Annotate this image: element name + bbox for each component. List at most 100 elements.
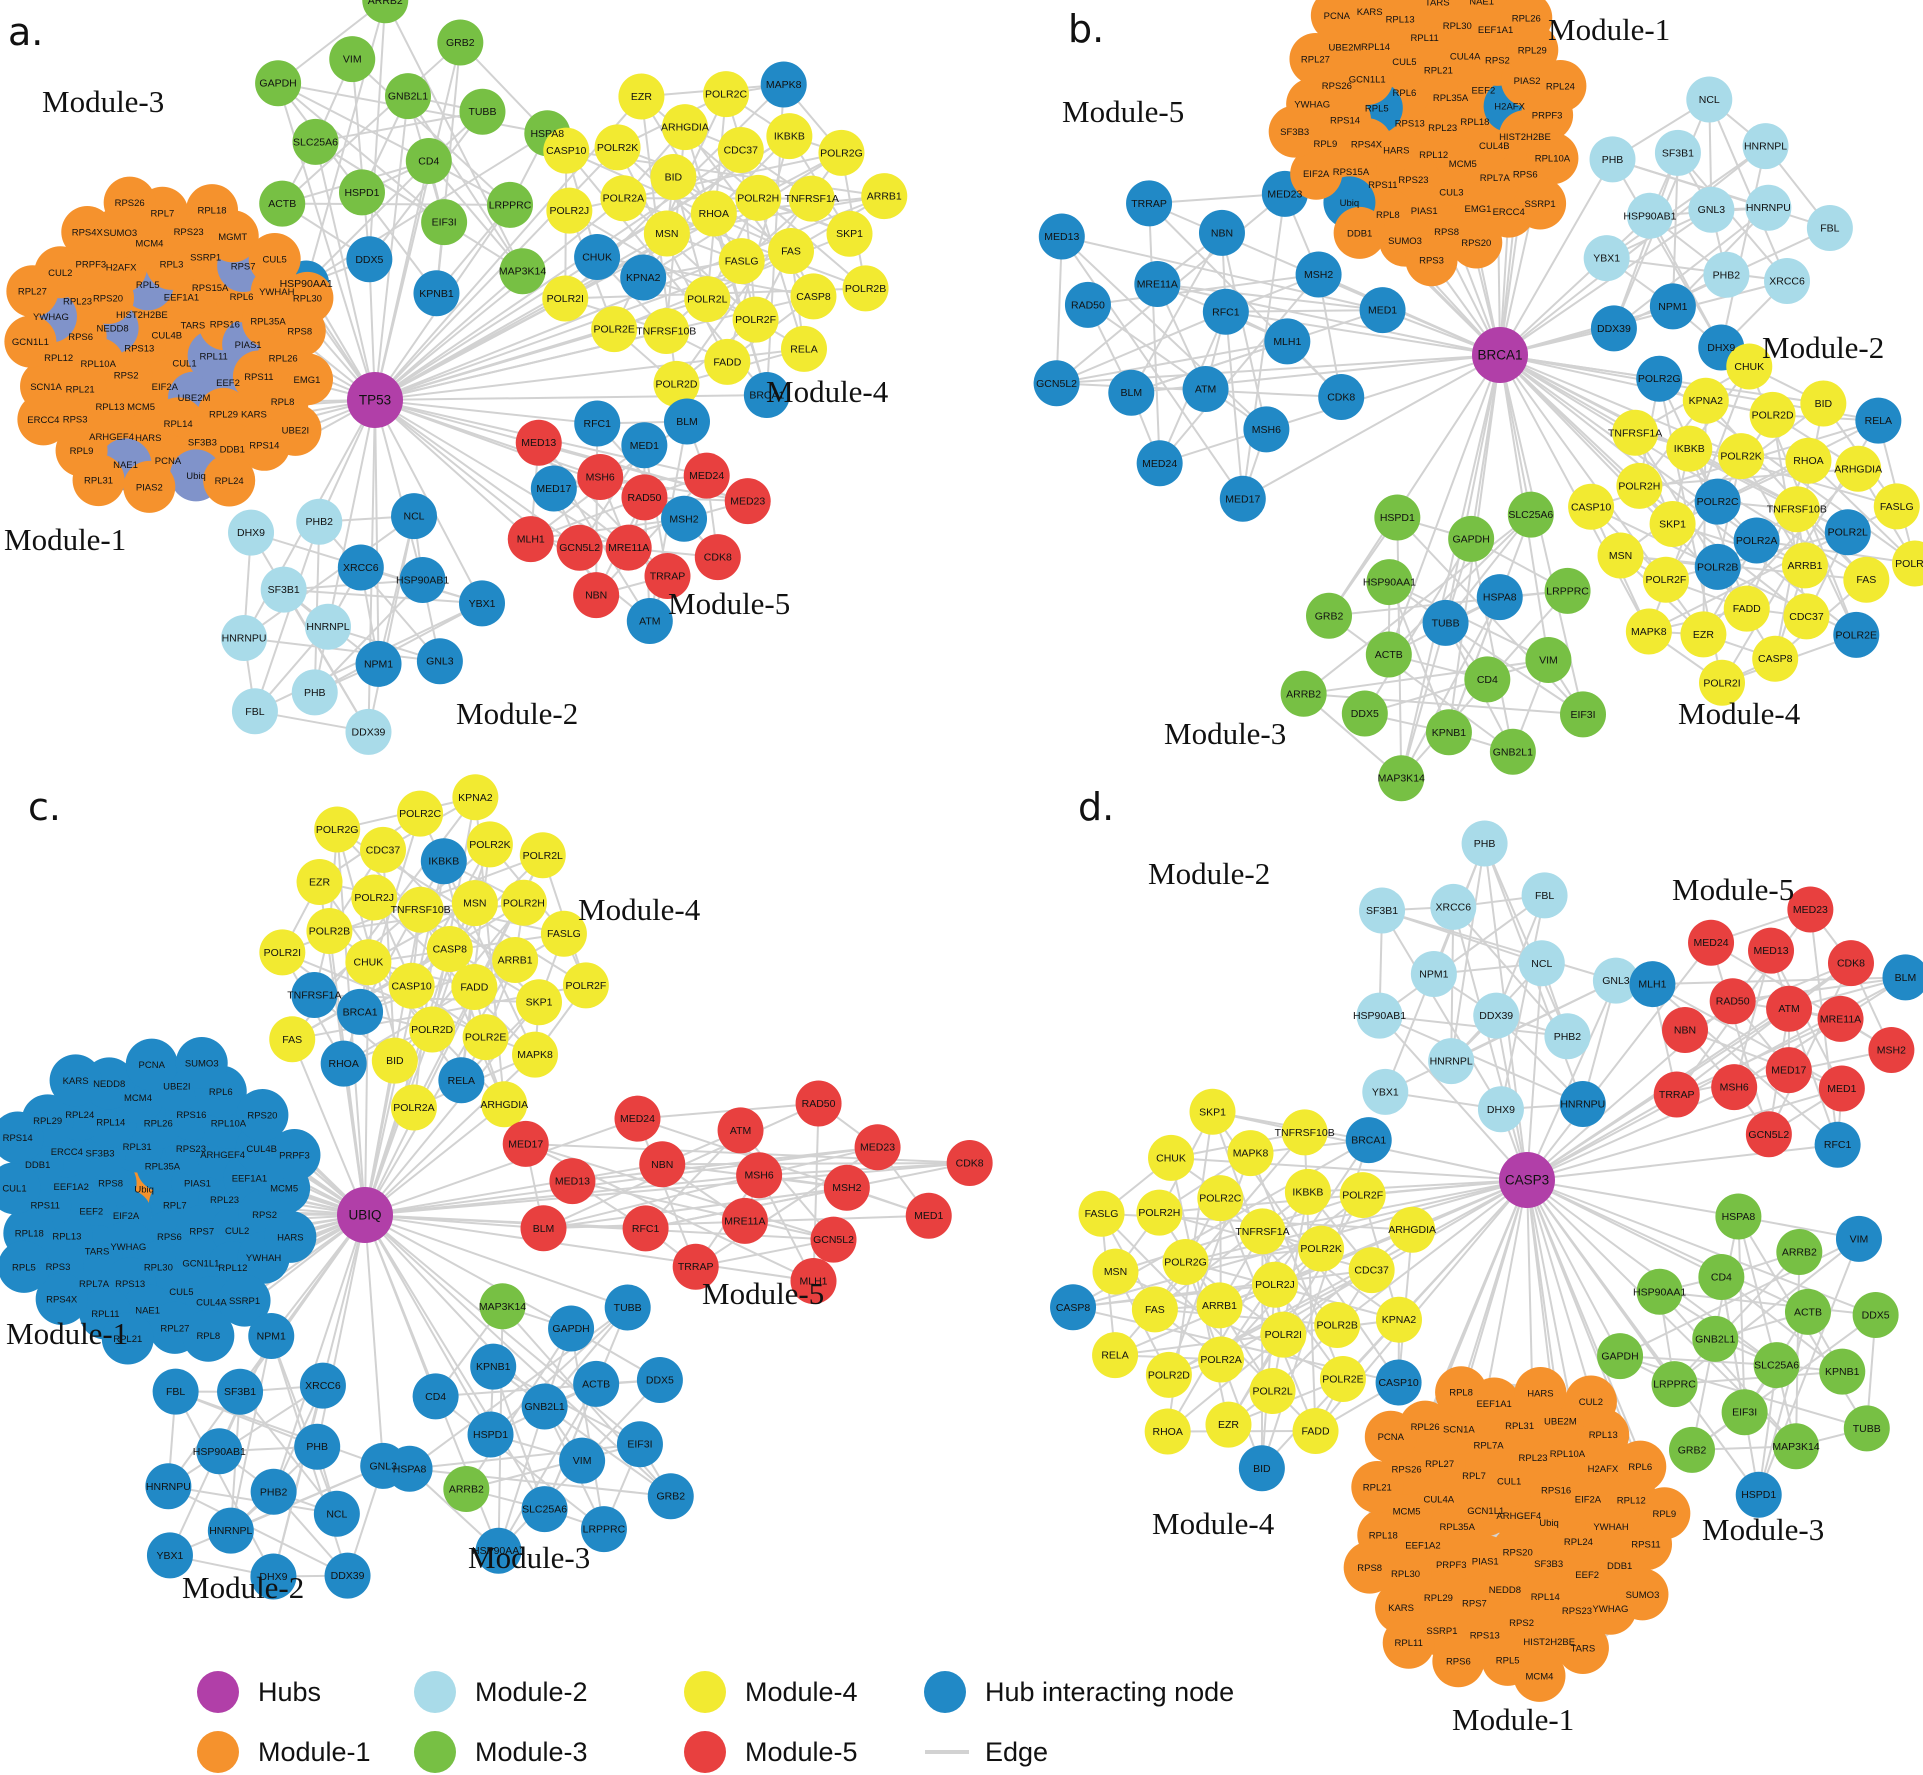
module-label: Module-1 xyxy=(6,1316,128,1351)
hub-edge xyxy=(364,1001,540,1216)
network-node xyxy=(1766,985,1813,1032)
hub-edge xyxy=(1499,145,1767,356)
network-node xyxy=(4,315,57,368)
network-node xyxy=(644,553,691,600)
edge xyxy=(1364,658,1549,715)
network-node xyxy=(123,460,176,513)
network-node xyxy=(1590,305,1637,352)
network-node xyxy=(1638,1487,1691,1540)
hub-edge xyxy=(374,394,767,401)
panel-c: c.CASP8CASP10TNFRSF10BFADDCHUKMSNPOLR2DP… xyxy=(0,774,993,1605)
hub-edge xyxy=(374,270,524,401)
hub-edge xyxy=(1526,1179,1722,1278)
edge xyxy=(572,1180,834,1241)
hub-edge xyxy=(1262,1179,1528,1233)
network-node xyxy=(1703,251,1750,298)
network-node xyxy=(618,73,665,120)
edge xyxy=(1219,1197,1317,1432)
network-node xyxy=(1432,1635,1485,1688)
edge xyxy=(243,515,415,639)
network-node xyxy=(452,774,499,821)
network-node xyxy=(1386,0,1432,13)
network-node xyxy=(788,175,835,222)
module-label: Module-3 xyxy=(468,1540,590,1575)
network-node xyxy=(269,1016,316,1063)
edge xyxy=(1447,514,1532,733)
network-node xyxy=(1198,209,1245,256)
network-node xyxy=(294,1423,341,1470)
network-node xyxy=(1718,433,1765,480)
edge xyxy=(489,1306,629,1436)
network-node xyxy=(1260,1311,1307,1358)
network-node xyxy=(1405,234,1458,287)
network-node xyxy=(1464,656,1511,703)
network-node xyxy=(1197,1175,1244,1222)
network-node xyxy=(250,1553,297,1600)
network-node xyxy=(1526,132,1579,185)
edge xyxy=(1400,596,1501,779)
network-node xyxy=(292,118,339,165)
edge xyxy=(1606,145,1767,259)
network-node xyxy=(704,338,751,385)
network-node xyxy=(1745,1111,1792,1158)
hub-edge xyxy=(374,399,380,664)
network-node xyxy=(717,1107,764,1154)
hub-edge xyxy=(1185,1179,1528,1263)
network-node xyxy=(0,1162,41,1215)
network-node xyxy=(1783,593,1830,640)
hub-edge xyxy=(1499,215,1651,356)
network-node xyxy=(1781,542,1828,589)
network-node xyxy=(591,306,638,353)
network-node xyxy=(521,1486,568,1533)
network-node xyxy=(1636,355,1683,402)
network-node xyxy=(1238,1445,1285,1492)
network-node xyxy=(1525,636,1572,683)
network-node xyxy=(1892,540,1923,587)
network-node xyxy=(443,1466,490,1513)
hub-edge xyxy=(374,250,792,401)
network-node xyxy=(905,1192,952,1239)
network-node xyxy=(1430,883,1477,930)
edge xyxy=(1224,311,1244,499)
network-node xyxy=(621,422,668,469)
network-node xyxy=(620,254,667,301)
network-node xyxy=(1873,483,1920,530)
network-node xyxy=(661,104,708,151)
network-node xyxy=(355,640,402,687)
network-node xyxy=(600,175,647,222)
network-node xyxy=(760,61,807,108)
edge xyxy=(1061,235,1268,431)
network-node xyxy=(1686,76,1733,123)
network-node xyxy=(1776,1229,1823,1276)
network-node xyxy=(248,232,301,285)
network-node xyxy=(388,962,435,1009)
edge xyxy=(595,475,708,596)
network-node xyxy=(1290,147,1343,200)
network-node xyxy=(574,400,621,447)
hub-edge xyxy=(1378,1014,1528,1181)
edge xyxy=(167,1384,324,1488)
network-node xyxy=(1818,1065,1865,1112)
network-node xyxy=(521,1383,568,1430)
network-node xyxy=(1428,1038,1475,1085)
hub-edge xyxy=(1526,1179,1739,1218)
network-node xyxy=(203,454,256,507)
network-node xyxy=(250,1468,297,1515)
network-node xyxy=(1785,437,1832,484)
network-node xyxy=(421,199,468,246)
network-node xyxy=(946,1139,993,1186)
network-node xyxy=(653,360,700,407)
edge xyxy=(1757,1311,1809,1496)
edge xyxy=(622,197,757,321)
edge xyxy=(1788,1008,1839,1146)
network-node xyxy=(1564,1375,1617,1428)
edge xyxy=(277,82,430,162)
network-node xyxy=(260,566,307,613)
panel-d: d.DDX39NPM1NCLHNRNPLXRCC6PHB2HSP90AB1FBL… xyxy=(1050,785,1923,1737)
hub-edge xyxy=(364,1161,970,1216)
network-node xyxy=(1814,1121,1861,1168)
network-node xyxy=(466,821,513,868)
legend-label: Module-1 xyxy=(258,1737,371,1767)
network-node xyxy=(639,1141,686,1188)
edge xyxy=(1157,283,1383,312)
